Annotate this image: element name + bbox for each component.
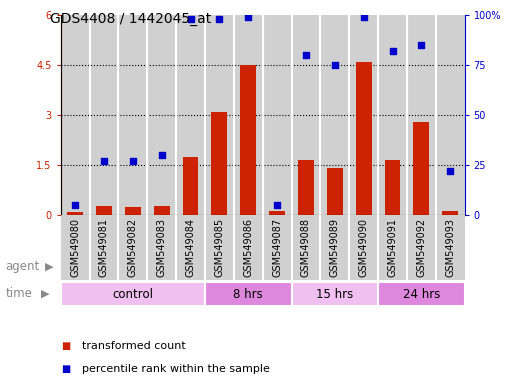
Bar [212,112,228,215]
Bar [90,15,118,215]
Text: GSM549090: GSM549090 [359,218,369,277]
Text: GSM549085: GSM549085 [214,218,224,277]
Bar [262,215,291,280]
Bar [183,157,199,215]
Bar [384,160,400,215]
Bar [61,255,205,279]
Text: 15 hrs: 15 hrs [316,288,353,301]
Bar [291,282,378,306]
Point [446,168,455,174]
Bar [436,15,465,215]
Bar [205,15,234,215]
Bar [234,15,262,215]
Bar [147,15,176,215]
Text: GSM549087: GSM549087 [272,218,282,277]
Text: percentile rank within the sample: percentile rank within the sample [82,364,270,374]
Bar [125,207,141,215]
Bar [262,15,291,215]
Point [417,42,426,48]
Text: ▶: ▶ [45,262,53,272]
Bar [118,15,147,215]
Bar [147,215,176,280]
Point [244,14,252,20]
Text: transformed count: transformed count [82,341,185,351]
Text: GSM549083: GSM549083 [157,218,167,277]
Text: ■: ■ [61,364,70,374]
Bar [413,122,429,215]
Bar [240,65,256,215]
Bar [349,215,378,280]
Bar [90,215,118,280]
Bar [407,15,436,215]
Point [186,16,195,22]
Bar [356,62,372,215]
Bar [96,206,112,215]
Bar [61,282,205,306]
Bar [269,211,285,215]
Bar [378,15,407,215]
Bar [291,15,320,215]
Text: control: control [112,261,153,274]
Bar [291,215,320,280]
Bar [205,282,291,306]
Point [388,48,397,55]
Bar [378,282,465,306]
Text: GSM549088: GSM549088 [301,218,311,277]
Point [129,158,137,164]
Bar [349,15,378,215]
Bar [234,215,263,280]
Point [360,14,368,20]
Text: GSM549084: GSM549084 [185,218,195,277]
Point [301,52,310,58]
Bar [407,215,436,280]
Bar [442,211,458,215]
Text: GSM549091: GSM549091 [388,218,398,277]
Bar [298,160,314,215]
Text: 8 hrs: 8 hrs [233,288,263,301]
Bar [61,15,90,215]
Point [331,62,339,68]
Point [273,202,281,208]
Text: DETA-NONOate: DETA-NONOate [290,261,380,274]
Bar [320,15,349,215]
Text: control: control [112,288,153,301]
Text: GSM549086: GSM549086 [243,218,253,277]
Point [157,152,166,158]
Text: GSM549089: GSM549089 [330,218,340,277]
Bar [327,169,343,215]
Bar [67,212,83,215]
Bar [436,215,465,280]
Bar [154,206,169,215]
Point [215,16,224,22]
Point [71,202,79,208]
Bar [176,215,205,280]
Bar [61,215,90,280]
Text: GSM549092: GSM549092 [417,218,427,277]
Text: ■: ■ [61,341,70,351]
Text: agent: agent [5,260,40,273]
Bar [205,215,234,280]
Text: GSM549080: GSM549080 [70,218,80,277]
Text: GSM549081: GSM549081 [99,218,109,277]
Text: 24 hrs: 24 hrs [403,288,440,301]
Text: ▶: ▶ [41,289,49,299]
Bar [205,255,465,279]
Text: GSM549082: GSM549082 [128,218,138,277]
Bar [118,215,147,280]
Text: time: time [5,287,32,300]
Point [100,158,108,164]
Bar [176,15,205,215]
Bar [320,215,349,280]
Bar [378,215,407,280]
Text: GSM549093: GSM549093 [445,218,455,277]
Text: GDS4408 / 1442045_at: GDS4408 / 1442045_at [50,12,211,25]
